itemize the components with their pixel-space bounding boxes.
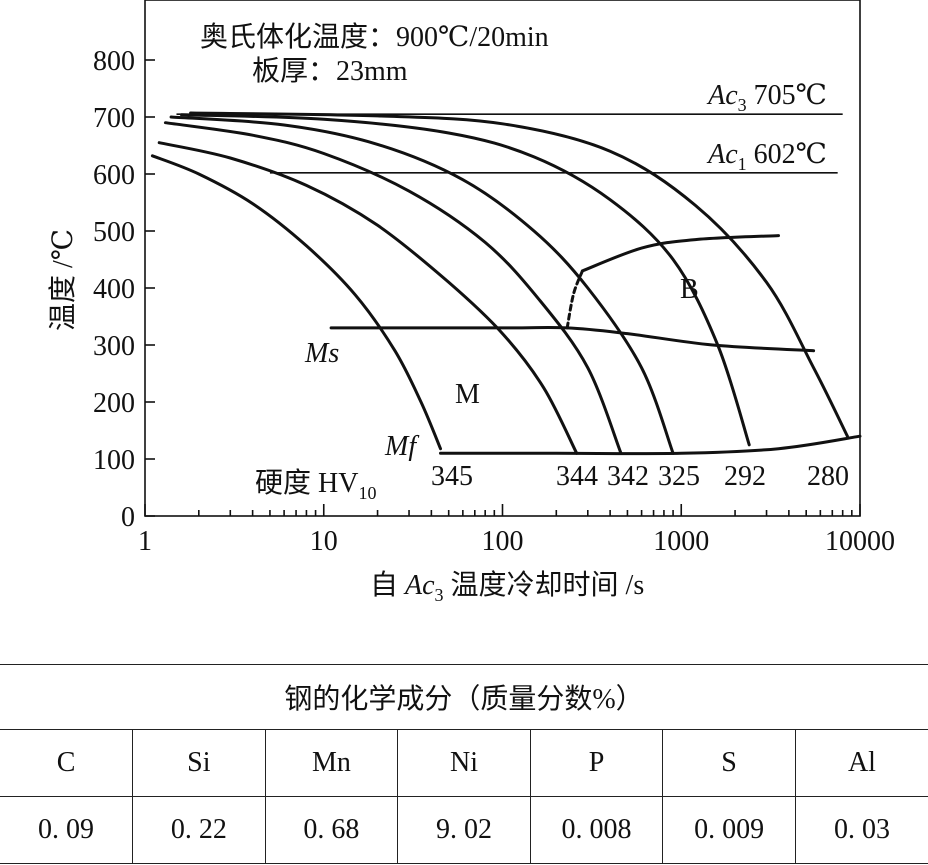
element-cell: Al	[794, 729, 928, 797]
hardness-value: 280	[807, 461, 849, 492]
hardness-value: 345	[431, 461, 473, 492]
element-cell: Ni	[397, 729, 531, 797]
hardness-value: 342	[607, 461, 649, 492]
value-cell: 0. 68	[264, 796, 398, 864]
table-title: 钢的化学成分（质量分数%）	[0, 664, 928, 730]
y-tick-label: 400	[93, 274, 135, 305]
value-cell: 9. 02	[397, 796, 531, 864]
y-axis-label: 温度 /℃	[47, 229, 79, 331]
mf-label: Mf	[384, 431, 419, 462]
x-tick-label: 10000	[825, 526, 895, 557]
y-tick-label: 100	[93, 445, 135, 476]
element-cell: S	[662, 729, 796, 797]
y-axis: 0 100 200 300 400 500 600 700 800	[93, 46, 155, 533]
cooling-curve	[163, 121, 623, 455]
x-tick-label: 1	[138, 526, 152, 557]
value-cell: 0. 22	[132, 796, 266, 864]
x-tick-label: 10	[310, 526, 338, 557]
value-cell: 0. 008	[529, 796, 663, 864]
cct-diagram: 0 100 200 300 400 500 600 700 800 1 10 100 1000 1000…	[47, 0, 895, 605]
cooling-curve	[169, 115, 675, 455]
hardness-value: 292	[724, 461, 766, 492]
reference-line-label: Ac1 602℃	[706, 139, 827, 174]
reference-line-label: Ac3 705℃	[706, 80, 827, 115]
y-tick-label: 300	[93, 331, 135, 362]
reference-lines: Ac3 705℃ Ac1 602℃	[176, 80, 843, 174]
cooling-curves	[150, 111, 849, 455]
x-tick-label: 100	[482, 526, 524, 557]
hardness-caption: 硬度 HV10	[255, 467, 376, 503]
y-tick-label: 500	[93, 217, 135, 248]
y-tick-label: 600	[93, 160, 135, 191]
y-tick-label: 200	[93, 388, 135, 419]
bainite-start-line	[580, 234, 780, 273]
ms-label: Ms	[304, 338, 339, 369]
y-tick-label: 0	[121, 502, 135, 533]
cooling-curve	[180, 113, 751, 447]
x-tick-label: 1000	[653, 526, 709, 557]
hardness-value: 325	[658, 461, 700, 492]
element-cell: P	[529, 729, 663, 797]
cooling-curve	[189, 111, 849, 438]
transformation-lines	[329, 234, 862, 456]
mf-line	[439, 434, 862, 456]
chemical-composition-table: 钢的化学成分（质量分数%） C Si Mn Ni P S Al 0. 09 0.…	[0, 664, 928, 864]
hardness-values: 345 344 342 325 292 280	[431, 461, 849, 492]
annotation-thickness: 板厚：23mm	[252, 55, 408, 87]
martensite-region-label: M	[455, 379, 480, 410]
x-axis: 1 10 100 1000 10000	[138, 504, 895, 557]
bainite-start-dashed	[565, 269, 584, 330]
value-cell: 0. 09	[0, 796, 133, 864]
ms-line	[329, 325, 816, 353]
element-cell: C	[0, 729, 133, 797]
hardness-value: 344	[556, 461, 598, 492]
y-tick-label: 800	[93, 46, 135, 77]
cooling-curve	[157, 141, 579, 455]
element-cell: Si	[132, 729, 266, 797]
bainite-region-label: B	[680, 274, 699, 305]
x-axis-label: 自 Ac3 温度冷却时间 /s	[370, 569, 644, 605]
cooling-curve	[150, 154, 442, 451]
element-cell: Mn	[264, 729, 398, 797]
value-cell: 0. 009	[662, 796, 796, 864]
annotation-austenitizing: 奥氏体化温度：900℃/20min	[200, 21, 549, 53]
value-cell: 0. 03	[794, 796, 928, 864]
y-tick-label: 700	[93, 103, 135, 134]
